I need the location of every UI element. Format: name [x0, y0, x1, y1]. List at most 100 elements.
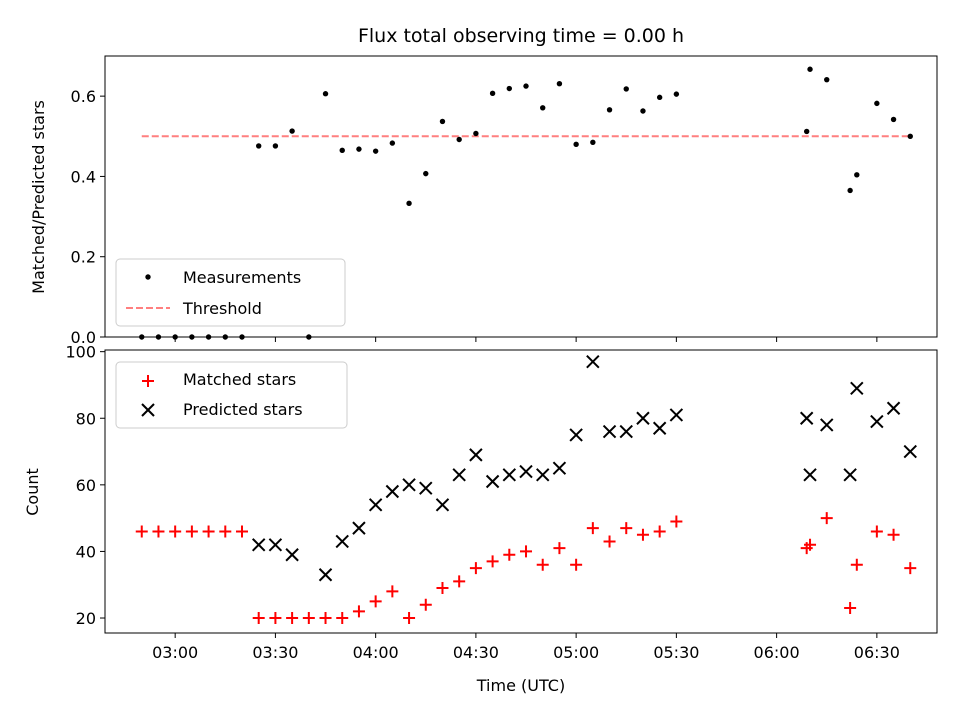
measurement-point	[406, 200, 412, 207]
x-tick-label: 05:00	[553, 643, 599, 662]
bottom-y-tick-label: 40	[76, 542, 96, 561]
legend-label-matched-stars: Matched stars	[183, 370, 296, 389]
x-tick-label: 03:00	[152, 643, 198, 662]
measurement-point	[289, 128, 295, 134]
bottom-x-axis: 03:00 03:30 04:00 04:30 05:00 05:30 06:00 06:30	[152, 633, 900, 662]
x-tick-label: 03:30	[252, 643, 298, 662]
measurement-point	[656, 94, 663, 101]
matched-star-point	[870, 525, 883, 538]
matched-star-point	[319, 612, 332, 625]
measurement-point	[540, 105, 546, 111]
predicted-star-point	[419, 481, 433, 495]
matched-star-point	[850, 558, 863, 571]
chart-title: Flux total observing time = 0.00 h	[358, 25, 684, 47]
measurement-point	[439, 118, 446, 125]
bottom-y-axis-label: Count	[23, 468, 42, 516]
bottom-data-layer	[135, 354, 917, 625]
matched-star-point	[269, 612, 282, 625]
matched-star-point	[369, 595, 382, 608]
measurement-point	[606, 107, 613, 113]
legend-label-threshold: Threshold	[182, 299, 262, 318]
measurement-point	[473, 130, 479, 137]
predicted-star-point	[251, 538, 266, 552]
legend-label-predicted-stars: Predicted stars	[183, 400, 303, 419]
top-y-axis: 0.0 0.2 0.4 0.6	[71, 87, 105, 347]
predicted-star-point	[519, 464, 533, 479]
bottom-plot-area: 20 40 60 80 100 03:00 03:30 04:00 04:30 05:00 05:…	[23, 343, 938, 695]
top-y-tick-label: 0.6	[71, 87, 96, 106]
top-data-layer	[139, 66, 913, 340]
predicted-star-point	[402, 478, 416, 492]
bottom-y-tick-label: 20	[76, 609, 96, 628]
bottom-y-axis: 20 40 60 80 100	[65, 343, 105, 628]
matched-star-point	[436, 582, 449, 595]
matched-star-point	[486, 555, 499, 568]
matched-star-point	[503, 548, 516, 561]
matched-star-point	[653, 525, 666, 538]
bottom-y-tick-label: 60	[76, 476, 96, 495]
predicted-star-point	[452, 468, 466, 482]
matched-star-point	[219, 525, 232, 538]
top-y-axis-label: Matched/Predicted stars	[29, 100, 48, 294]
predicted-star-point	[285, 548, 299, 562]
matched-star-point	[202, 525, 215, 538]
matched-star-point	[336, 612, 349, 625]
measurement-point	[456, 136, 462, 143]
predicted-star-point	[803, 468, 817, 482]
predicted-star-point	[569, 428, 583, 442]
measurement-point	[890, 116, 897, 123]
matched-star-point	[804, 538, 817, 551]
legend-marker-measurements	[145, 274, 151, 280]
top-legend-box	[115, 258, 346, 327]
measurement-point	[372, 148, 379, 154]
matched-star-point	[520, 545, 533, 558]
predicted-star-point	[636, 411, 650, 425]
measurement-point	[640, 108, 646, 114]
x-tick-label: 04:00	[353, 643, 399, 662]
legend-marker-matched-stars	[142, 375, 154, 387]
bottom-y-tick-label: 100	[65, 343, 96, 362]
predicted-star-point	[435, 498, 450, 512]
x-tick-label: 05:30	[653, 643, 699, 662]
measurement-point	[803, 128, 810, 135]
matched-star-point	[386, 585, 399, 598]
measurement-point	[356, 146, 362, 152]
matched-star-point	[419, 598, 432, 611]
measurement-point	[256, 143, 262, 149]
predicted-star-point	[870, 414, 884, 429]
x-axis-label: Time (UTC)	[476, 676, 565, 695]
top-y-tick-label: 0.0	[71, 328, 96, 347]
predicted-star-point	[502, 468, 517, 482]
top-x-ticks	[174, 337, 878, 342]
measurement-point	[339, 147, 345, 154]
top-y-tick-label: 0.2	[71, 248, 96, 267]
x-tick-label: 06:00	[754, 643, 800, 662]
measurement-point	[322, 91, 329, 97]
measurement-point	[824, 76, 830, 83]
predicted-star-point	[799, 411, 814, 425]
measurement-point	[506, 85, 513, 92]
measurement-point	[673, 91, 680, 97]
predicted-star-point	[903, 444, 917, 459]
matched-star-point	[169, 525, 182, 538]
matched-star-point	[403, 612, 416, 625]
measurement-point	[854, 172, 860, 178]
top-plot-area: 0.0 0.2 0.4 0.6 Matched/Predicted stars Mea…	[29, 55, 938, 347]
top-plot-frame	[104, 55, 938, 338]
matched-star-point	[152, 525, 165, 538]
matched-star-point	[670, 515, 683, 528]
predicted-star-point	[602, 424, 617, 439]
matched-star-point	[553, 542, 566, 555]
predicted-star-point	[368, 498, 383, 512]
matched-star-point	[570, 558, 583, 571]
top-y-tick-label: 0.4	[71, 167, 96, 186]
matched-star-point	[603, 535, 616, 548]
predicted-star-point	[318, 568, 333, 582]
measurement-point	[389, 140, 396, 146]
matched-star-point	[844, 602, 857, 615]
matched-star-point	[302, 612, 315, 625]
matched-star-point	[286, 612, 299, 625]
predicted-star-point	[352, 521, 366, 535]
predicted-star-point	[850, 381, 864, 395]
